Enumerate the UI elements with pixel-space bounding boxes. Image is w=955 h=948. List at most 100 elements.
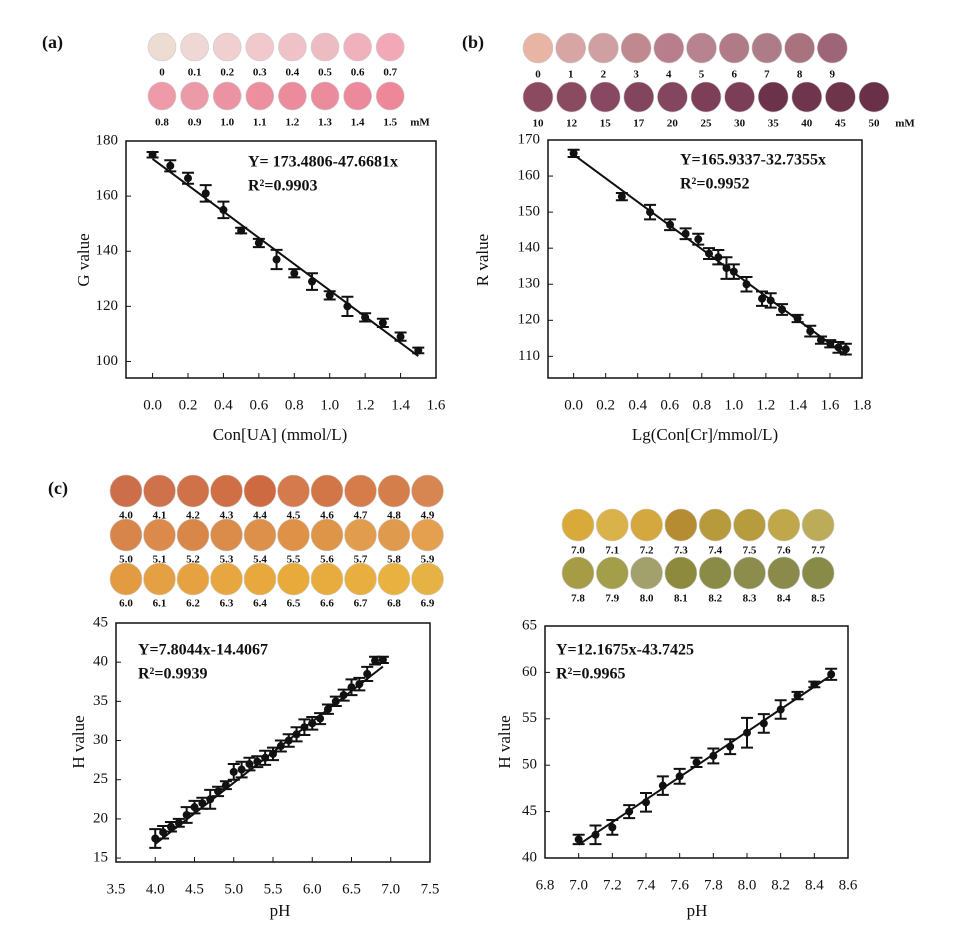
swatch-label: 7.9 <box>605 593 619 605</box>
swatch-label: 9 <box>830 69 836 81</box>
swatch-label: 0.8 <box>155 117 169 129</box>
swatch-label: 0.9 <box>188 117 202 129</box>
y-tick-label: 130 <box>518 276 541 292</box>
x-tick-label: 1.2 <box>356 397 375 413</box>
x-axis-label: Con[UA] (mmol/L) <box>213 425 348 444</box>
data-point <box>793 314 802 323</box>
color-swatch <box>212 32 242 62</box>
color-swatch <box>277 474 310 508</box>
swatch-label: 8.4 <box>777 593 791 605</box>
color-swatch <box>245 81 275 111</box>
y-axis-label: H value <box>495 715 514 768</box>
x-tick-label: 5.5 <box>264 881 283 897</box>
swatch-label: 8 <box>797 69 803 81</box>
color-swatch <box>522 81 554 113</box>
data-point <box>325 291 334 300</box>
color-swatch <box>375 81 405 111</box>
x-tick-label: 6.5 <box>342 881 361 897</box>
x-tick-label: 7.8 <box>704 877 723 893</box>
color-swatch <box>801 508 835 542</box>
x-tick-label: 0.0 <box>564 397 583 413</box>
color-swatch <box>733 556 766 590</box>
data-point <box>743 728 751 737</box>
swatch-label: 6.6 <box>320 598 334 610</box>
data-point <box>841 345 850 354</box>
data-point <box>347 683 356 692</box>
color-swatch <box>724 81 755 113</box>
swatch-label: 15 <box>600 118 612 130</box>
swatch-label: 50 <box>869 118 881 130</box>
x-axis-label: Lg(Con[Cr]/mmol/L) <box>632 425 778 444</box>
equation: Y=7.8044x-14.4067 <box>138 642 268 659</box>
data-point <box>219 205 228 214</box>
y-tick-label: 45 <box>93 614 108 630</box>
y-axis-label: H value <box>69 715 88 768</box>
data-point <box>793 691 802 700</box>
data-point <box>229 767 238 776</box>
color-swatch <box>623 81 655 113</box>
y-tick-label: 60 <box>522 664 537 680</box>
trend-line <box>578 674 832 846</box>
data-point <box>363 669 372 678</box>
color-swatch <box>801 556 835 590</box>
data-point <box>148 150 157 159</box>
color-swatch <box>556 81 587 113</box>
data-point <box>681 229 690 238</box>
data-point <box>184 174 192 183</box>
data-point <box>709 751 718 760</box>
swatch-label: 12 <box>566 118 578 130</box>
x-tick-label: 0.2 <box>596 397 615 413</box>
y-tick-label: 55 <box>522 710 537 726</box>
x-tick-label: 1.4 <box>789 397 808 413</box>
swatch-label: 8.2 <box>708 593 722 605</box>
color-swatch <box>664 508 698 542</box>
color-swatch <box>210 518 243 552</box>
swatch-label: 1.1 <box>253 117 267 129</box>
color-swatch <box>411 518 444 552</box>
swatch-label: 1.4 <box>351 117 365 129</box>
swatch-label: 5.5 <box>287 554 301 566</box>
color-swatch <box>657 81 688 113</box>
x-tick-label: 3.5 <box>107 881 126 897</box>
data-point <box>308 277 316 286</box>
color-swatch <box>176 474 210 508</box>
data-point <box>331 697 340 706</box>
x-tick-label: 8.0 <box>738 877 757 893</box>
swatch-label: 0.7 <box>383 67 397 79</box>
data-point <box>339 691 348 700</box>
x-tick-label: 7.4 <box>637 877 656 893</box>
data-point <box>323 705 332 714</box>
swatch-label: 6.7 <box>354 598 368 610</box>
color-swatch <box>310 518 344 552</box>
swatch-label: 3 <box>633 69 639 81</box>
swatch-label: 0.1 <box>188 67 202 79</box>
color-swatch <box>751 32 783 64</box>
swatch-label: 6.3 <box>220 598 234 610</box>
x-tick-label: 4.0 <box>146 881 165 897</box>
swatch-label: 0.5 <box>318 67 332 79</box>
data-point <box>308 719 317 728</box>
x-tick-label: 4.5 <box>185 881 204 897</box>
y-tick-label: 140 <box>518 240 541 256</box>
data-point <box>166 161 175 170</box>
data-point <box>284 736 293 745</box>
color-swatch <box>589 81 621 113</box>
y-tick-label: 15 <box>93 850 108 866</box>
color-swatch <box>698 508 732 542</box>
swatch-label: 0.4 <box>286 67 300 79</box>
x-tick-label: 1.8 <box>853 397 872 413</box>
color-swatch <box>595 508 629 542</box>
equation: Y=12.1675x-43.7425 <box>556 642 694 659</box>
swatch-label: 7.8 <box>571 593 585 605</box>
swatch-label: 6.2 <box>186 598 200 610</box>
color-swatch <box>522 32 554 64</box>
color-swatch <box>344 518 377 552</box>
data-point <box>729 267 738 276</box>
data-point <box>714 253 723 262</box>
data-point <box>694 235 703 244</box>
swatch-label: 5.2 <box>186 554 200 566</box>
y-tick-label: 25 <box>93 771 108 787</box>
data-point <box>221 781 230 790</box>
data-point <box>826 339 835 348</box>
r-squared: R²=0.9939 <box>138 666 207 683</box>
